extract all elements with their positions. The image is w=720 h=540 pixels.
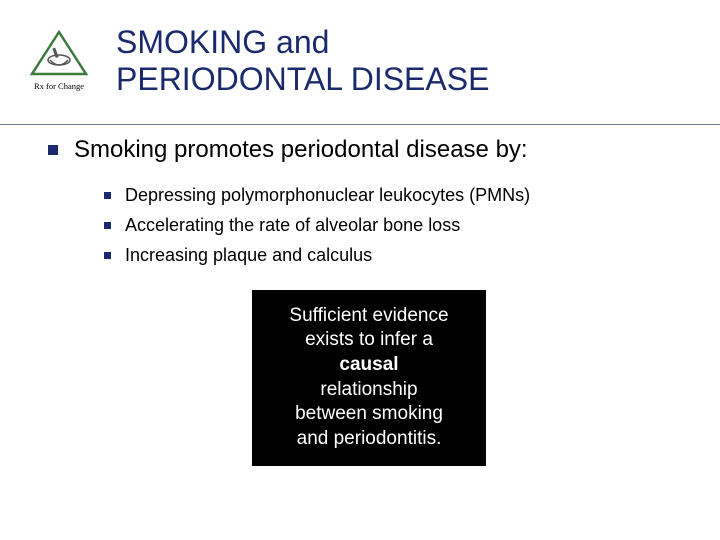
title-line-1: SMOKING and <box>116 24 329 60</box>
callout-box: Sufficient evidence exists to infer a ca… <box>252 290 486 466</box>
list-item: Depressing polymorphonuclear leukocytes … <box>104 183 690 207</box>
list-item: Accelerating the rate of alveolar bone l… <box>104 213 690 237</box>
bullet-square-icon <box>48 145 58 155</box>
bullet-square-icon <box>104 252 111 259</box>
callout-bold-word: causal <box>339 354 398 375</box>
slide-title: SMOKING and PERIODONTAL DISEASE <box>116 24 489 98</box>
svg-text:Rx for Change: Rx for Change <box>34 81 84 91</box>
content-area: Smoking promotes periodontal disease by:… <box>0 106 720 466</box>
bullet-square-icon <box>104 222 111 229</box>
title-line-2: PERIODONTAL DISEASE <box>116 61 489 97</box>
main-bullet-text: Smoking promotes periodontal disease by: <box>74 134 528 165</box>
callout-line: Sufficient evidence <box>289 305 448 326</box>
sub-bullet-text: Increasing plaque and calculus <box>125 243 372 267</box>
callout-line: relationship <box>320 379 417 400</box>
sub-bullet-text: Depressing polymorphonuclear leukocytes … <box>125 183 530 207</box>
header-divider <box>0 124 720 125</box>
list-item: Increasing plaque and calculus <box>104 243 690 267</box>
sub-bullet-list: Depressing polymorphonuclear leukocytes … <box>48 183 690 268</box>
callout-line: and periodontitis. <box>297 428 442 449</box>
main-bullet-row: Smoking promotes periodontal disease by: <box>48 134 690 165</box>
callout-line: exists to infer a <box>305 329 433 350</box>
bullet-square-icon <box>104 192 111 199</box>
header: Rx for Change SMOKING and PERIODONTAL DI… <box>0 0 720 106</box>
sub-bullet-text: Accelerating the rate of alveolar bone l… <box>125 213 460 237</box>
callout-line: between smoking <box>295 403 443 424</box>
rx-for-change-logo: Rx for Change <box>24 26 94 96</box>
